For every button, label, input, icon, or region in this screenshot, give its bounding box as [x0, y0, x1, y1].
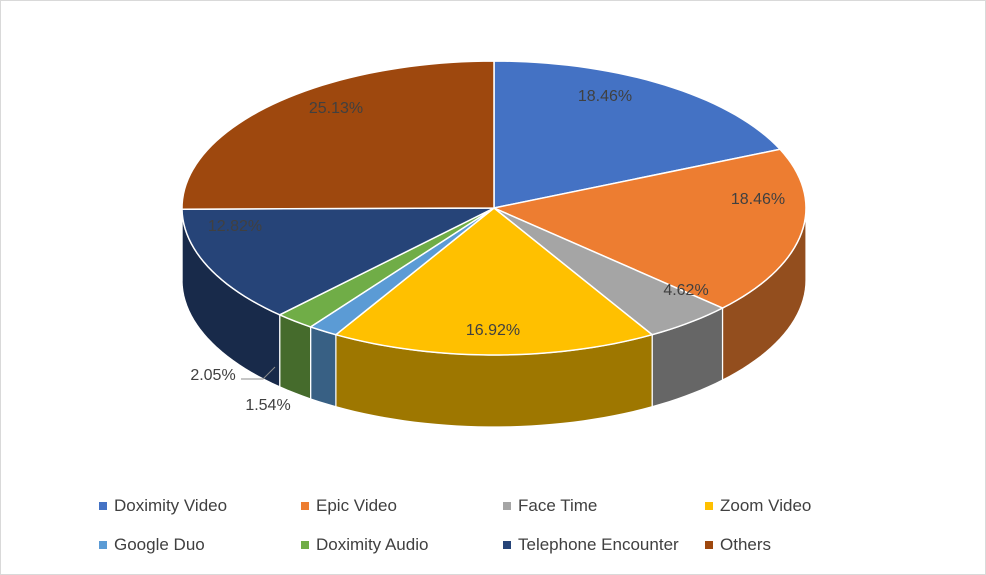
data-label: 2.05%: [190, 367, 235, 384]
pie-slice-epic-video: [491, 148, 807, 309]
pie-slice-side: [279, 313, 312, 400]
leader-line: [241, 366, 276, 380]
pie-slice-others: [181, 60, 495, 210]
data-label: 18.46%: [731, 191, 785, 208]
data-label: 1.54%: [245, 397, 290, 414]
data-label: 25.13%: [309, 100, 363, 117]
data-label: 12.82%: [208, 218, 262, 235]
pie-slice-telephone-encounter: [181, 207, 495, 316]
data-label: 4.62%: [663, 282, 708, 299]
data-label: 18.46%: [578, 88, 632, 105]
pie-slice-zoom-video: [334, 207, 654, 356]
pie-slice-side: [310, 326, 337, 408]
pie-slice-doximity-video: [493, 60, 782, 209]
data-label: 16.92%: [466, 322, 520, 339]
pie-slice-face-time: [493, 207, 725, 336]
